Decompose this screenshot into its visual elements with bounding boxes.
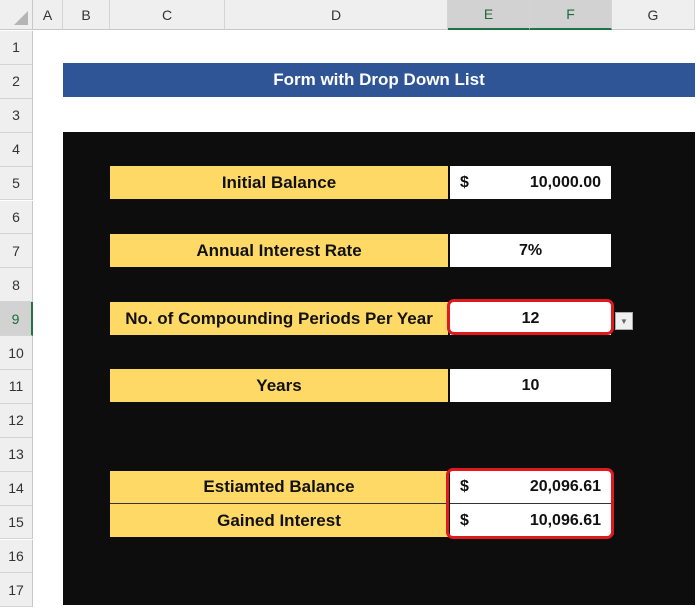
column-header-E[interactable]: E (448, 0, 530, 30)
column-header-G[interactable]: G (612, 0, 695, 30)
periods-cell[interactable]: 12 (450, 302, 611, 335)
estimated-balance-value: 20,096.61 (529, 478, 601, 495)
highlight-box (447, 299, 614, 335)
row-header-1[interactable]: 1 (0, 31, 33, 65)
column-header-C[interactable]: C (110, 0, 225, 30)
estimated-balance-cell[interactable]: $20,096.61 (450, 471, 611, 504)
column-header-D[interactable]: D (225, 0, 448, 30)
column-header-F[interactable]: F (530, 0, 612, 30)
column-header-B[interactable]: B (63, 0, 110, 30)
row-header-2[interactable]: 2 (0, 64, 33, 99)
row-header-17[interactable]: 17 (0, 573, 33, 608)
row-header-12[interactable]: 12 (0, 403, 33, 438)
row-header-3[interactable]: 3 (0, 98, 33, 133)
annual-rate-label: Annual Interest Rate (110, 234, 448, 267)
row-header-11[interactable]: 11 (0, 370, 33, 404)
row-header-13[interactable]: 13 (0, 437, 33, 472)
annual-rate-cell[interactable]: 7% (450, 234, 611, 267)
row-header-6[interactable]: 6 (0, 200, 33, 235)
row-header-9[interactable]: 9 (0, 302, 33, 337)
row-header-14[interactable]: 14 (0, 471, 33, 506)
row-header-10[interactable]: 10 (0, 336, 33, 370)
row-header-15[interactable]: 15 (0, 505, 33, 540)
column-header-A[interactable]: A (33, 0, 63, 30)
gained-interest-cell[interactable]: $10,096.61 (450, 504, 611, 537)
row-header-4[interactable]: 4 (0, 132, 33, 167)
row-header-7[interactable]: 7 (0, 234, 33, 269)
currency-symbol: $ (460, 478, 469, 495)
years-cell[interactable]: 10 (450, 369, 611, 402)
row-header-8[interactable]: 8 (0, 268, 33, 303)
chevron-down-icon: ▼ (620, 316, 628, 326)
currency-symbol: $ (460, 173, 469, 191)
row-header-5[interactable]: 5 (0, 166, 33, 201)
dropdown-arrow-button[interactable]: ▼ (615, 312, 633, 330)
gained-interest-value: 10,096.61 (529, 511, 601, 529)
select-all-corner[interactable] (0, 0, 33, 30)
currency-symbol: $ (460, 511, 469, 529)
initial-balance-label: Initial Balance (110, 166, 448, 199)
years-label: Years (110, 369, 448, 402)
periods-label: No. of Compounding Periods Per Year (110, 302, 448, 335)
highlight-box (446, 468, 614, 539)
row-header-16[interactable]: 16 (0, 539, 33, 574)
estimated-balance-label: Estiamted Balance (110, 471, 448, 504)
form-title: Form with Drop Down List (63, 63, 695, 97)
initial-balance-cell[interactable]: $10,000.00 (450, 166, 611, 199)
gained-interest-label: Gained Interest (110, 504, 448, 537)
initial-balance-value: 10,000.00 (529, 173, 601, 191)
